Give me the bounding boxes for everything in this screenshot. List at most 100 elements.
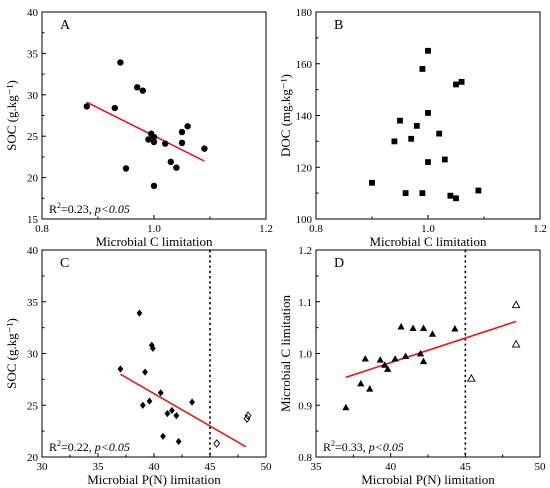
outlier-point <box>511 339 521 348</box>
data-point <box>160 432 166 440</box>
y-tick-label: 30 <box>27 90 39 102</box>
data-point <box>175 437 182 446</box>
data-point <box>136 309 143 317</box>
data-point <box>425 110 431 116</box>
y-tick-label: 140 <box>296 111 313 123</box>
x-tick-label: 1.0 <box>147 223 161 235</box>
r-superscript: 2 <box>57 201 61 210</box>
x-tick-label: 40 <box>149 461 161 473</box>
x-tick-label: 1.2 <box>259 223 273 235</box>
data-point <box>425 159 431 165</box>
data-point <box>178 139 186 147</box>
data-point <box>419 66 426 72</box>
p-value: p<0.05 <box>368 440 404 454</box>
data-point <box>416 349 425 357</box>
x-tick-label: 35 <box>93 461 105 473</box>
y-tick-label: 30 <box>27 349 39 361</box>
data-point <box>169 406 175 415</box>
data-point <box>391 355 399 362</box>
data-point <box>391 138 398 145</box>
outlier-point <box>466 373 476 382</box>
x-axis-label: Microbial C limitation <box>370 234 487 249</box>
plot-frame <box>315 249 541 458</box>
outlier-point <box>244 411 252 420</box>
data-point <box>381 361 389 368</box>
outlier-point <box>213 439 221 448</box>
data-point <box>402 352 410 359</box>
panel-label: D <box>334 256 344 271</box>
data-point <box>451 325 459 332</box>
data-point <box>150 344 156 352</box>
p-value: p<0.05 <box>94 202 130 216</box>
data-point <box>408 135 415 142</box>
data-point <box>376 356 384 363</box>
x-tick-label: 40 <box>385 461 397 473</box>
x-tick-label: 50 <box>261 461 273 473</box>
y-tick-label: 15 <box>27 214 39 226</box>
r2-value: =0.23, <box>61 202 95 216</box>
data-point <box>189 398 195 406</box>
data-point <box>397 117 403 124</box>
y-axis-label: SOC (g.kg⁻¹) <box>4 318 19 389</box>
y-tick-label: 25 <box>27 400 39 412</box>
data-point <box>201 145 208 152</box>
data-point <box>148 341 155 349</box>
x-tick-label: 45 <box>460 461 472 473</box>
r2-value: =0.33, <box>335 440 369 454</box>
data-point <box>428 330 437 337</box>
y-tick-label: 25 <box>27 131 39 143</box>
data-point <box>342 403 350 411</box>
data-point <box>83 103 91 110</box>
data-point <box>150 138 158 146</box>
data-point <box>419 190 426 197</box>
data-point <box>162 140 169 147</box>
plot-frame <box>41 249 267 458</box>
data-point <box>142 368 148 376</box>
data-point <box>436 130 443 137</box>
panel-b: 0.8 1.0 1.2 100 120 140 160 180 Microbial C limi… <box>278 7 547 249</box>
data-point <box>397 322 405 330</box>
data-point <box>419 357 428 365</box>
data-point <box>384 365 392 372</box>
outlier-point <box>511 300 521 309</box>
data-point <box>122 165 130 172</box>
data-point <box>453 195 459 202</box>
r2-value: =0.22, <box>61 440 95 454</box>
y-tick-label: 20 <box>27 173 39 185</box>
data-point <box>184 123 191 130</box>
data-point <box>157 389 164 397</box>
data-point <box>475 187 482 194</box>
data-point <box>402 190 409 197</box>
regression-line <box>345 320 517 379</box>
panel-label: B <box>334 18 343 33</box>
data-point <box>369 179 375 186</box>
data-point <box>139 87 146 94</box>
y-tick-label: 0.9 <box>298 400 312 412</box>
r-superscript: 2 <box>331 439 335 448</box>
data-point <box>173 164 180 171</box>
p-value: p<0.05 <box>94 440 130 454</box>
y-tick-label: 20 <box>27 452 39 464</box>
y-axis-label: DOC (mg.kg⁻¹) <box>278 74 293 157</box>
x-axis-label: Microbial P(N) limitation <box>87 472 221 487</box>
x-axis-label: Microbial C limitation <box>96 234 213 249</box>
data-point <box>150 133 158 141</box>
panel-d: 35 40 45 50 0.8 0.9 1.0 1.1 1.2 Microbial P(N) li… <box>278 245 546 487</box>
stat-annotation: R2=0.33, p<0.05 <box>323 439 404 454</box>
r-superscript: 2 <box>57 439 61 448</box>
data-point <box>366 385 374 392</box>
r-label: R <box>49 202 57 216</box>
data-point <box>361 355 369 362</box>
panel-a: 0.8 1.0 1.2 15 20 25 30 35 40 Microbial C limitat… <box>4 7 273 249</box>
panel-label: C <box>60 256 69 271</box>
regression-line <box>86 101 205 162</box>
data-point <box>413 122 420 129</box>
panel-label: A <box>60 18 71 33</box>
x-tick-label: 0.8 <box>35 223 49 235</box>
data-point <box>117 59 124 66</box>
data-point <box>425 47 431 54</box>
x-tick-label: 30 <box>37 461 49 473</box>
y-tick-label: 1.2 <box>298 245 312 257</box>
x-tick-label: 45 <box>205 461 217 473</box>
y-axis-label: Microbial C limitation <box>278 295 293 412</box>
